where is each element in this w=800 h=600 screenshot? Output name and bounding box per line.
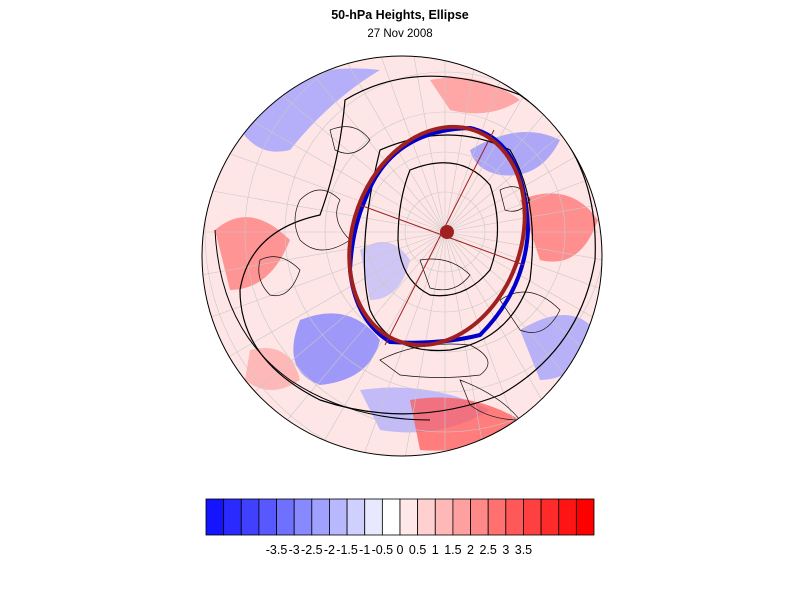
colorbar-swatch	[329, 498, 348, 536]
ellipse-center-marker	[440, 225, 454, 239]
colorbar-tick-label: -3	[288, 543, 300, 557]
colorbar-tick-label: 2.5	[479, 543, 497, 557]
colorbar-tick-label: -0.5	[371, 543, 394, 557]
colorbar-swatch	[364, 498, 383, 536]
colorbar-tick-label: -2	[323, 543, 336, 557]
colorbar-swatch	[523, 498, 542, 536]
colorbar-tick-label: 3.5	[514, 543, 533, 557]
colorbar-swatch	[434, 498, 454, 536]
coastline	[258, 256, 301, 297]
colorbar-tick-label: 1	[431, 543, 439, 557]
height-contour	[397, 162, 499, 297]
polar-map	[201, 55, 603, 457]
meridian-line	[239, 56, 446, 233]
globe-outline	[201, 55, 603, 457]
fitted-ellipse	[347, 124, 527, 348]
colorbar-tick-label: -2.5	[301, 543, 323, 557]
colorbar-swatch	[205, 498, 225, 536]
colorbar-swatch	[293, 498, 313, 536]
meridian-line	[202, 122, 446, 233]
colorbar-tick-label: 0.5	[408, 543, 427, 557]
colorbar-swatch	[452, 498, 471, 536]
coastline	[329, 126, 371, 154]
meridian-line	[202, 231, 446, 288]
colorbar-swatch	[258, 498, 277, 536]
coastline	[499, 291, 561, 333]
plot-title: 50-hPa Heights, Ellipse	[331, 8, 469, 22]
colorbar-tick-label: 0	[396, 543, 404, 557]
meridian-line	[444, 231, 602, 438]
colorbar-tick-label: 3	[502, 543, 510, 557]
colorbar-swatch	[223, 498, 242, 536]
meridian-line	[444, 231, 602, 456]
colorbar	[205, 498, 595, 536]
colorbar-swatch	[276, 498, 295, 536]
colorbar-swatch	[487, 498, 507, 536]
meridian-line	[389, 231, 446, 456]
meridian-line	[284, 56, 446, 233]
positive-anomaly-region	[520, 193, 598, 262]
meridian-line	[444, 231, 602, 393]
meridian-line	[444, 231, 602, 288]
colorbar-swatch	[558, 498, 577, 536]
negative-anomaly-region	[293, 313, 380, 385]
meridian-line	[335, 231, 446, 456]
negative-anomaly-region	[360, 242, 410, 300]
coastline	[499, 186, 531, 212]
colorbar-swatch	[417, 498, 436, 536]
meridian-line	[389, 56, 446, 233]
meridian-line	[202, 231, 446, 342]
colorbar-tick-label: 1.5	[444, 543, 462, 557]
colorbar-swatch	[470, 498, 489, 536]
meridian-line	[444, 231, 501, 456]
meridian-line	[444, 231, 602, 456]
positive-anomaly-region	[430, 77, 520, 114]
meridian-line	[444, 56, 501, 233]
meridian-line	[202, 176, 446, 233]
colorbar-tick-label: -1	[359, 543, 371, 557]
colorbar-swatch	[240, 498, 260, 536]
colorbar-swatch	[505, 498, 524, 536]
height-contour	[214, 229, 431, 421]
colorbar-tick-label: -3.5	[265, 543, 288, 557]
colorbar-swatch	[311, 498, 330, 536]
colorbar-swatch	[381, 498, 401, 536]
ellipse-major-axis	[384, 129, 495, 346]
colorbar-tick-label: -1.5	[336, 543, 358, 557]
anomaly-field	[202, 56, 602, 456]
colorbar-swatch	[346, 498, 366, 536]
colorbar-swatch	[540, 498, 560, 536]
colorbar-swatch	[575, 498, 595, 536]
plot-date: 27 Nov 2008	[367, 28, 433, 40]
coastline	[419, 258, 471, 291]
colorbar-tick-label: 2	[467, 543, 475, 557]
colorbar-swatch	[399, 498, 419, 536]
